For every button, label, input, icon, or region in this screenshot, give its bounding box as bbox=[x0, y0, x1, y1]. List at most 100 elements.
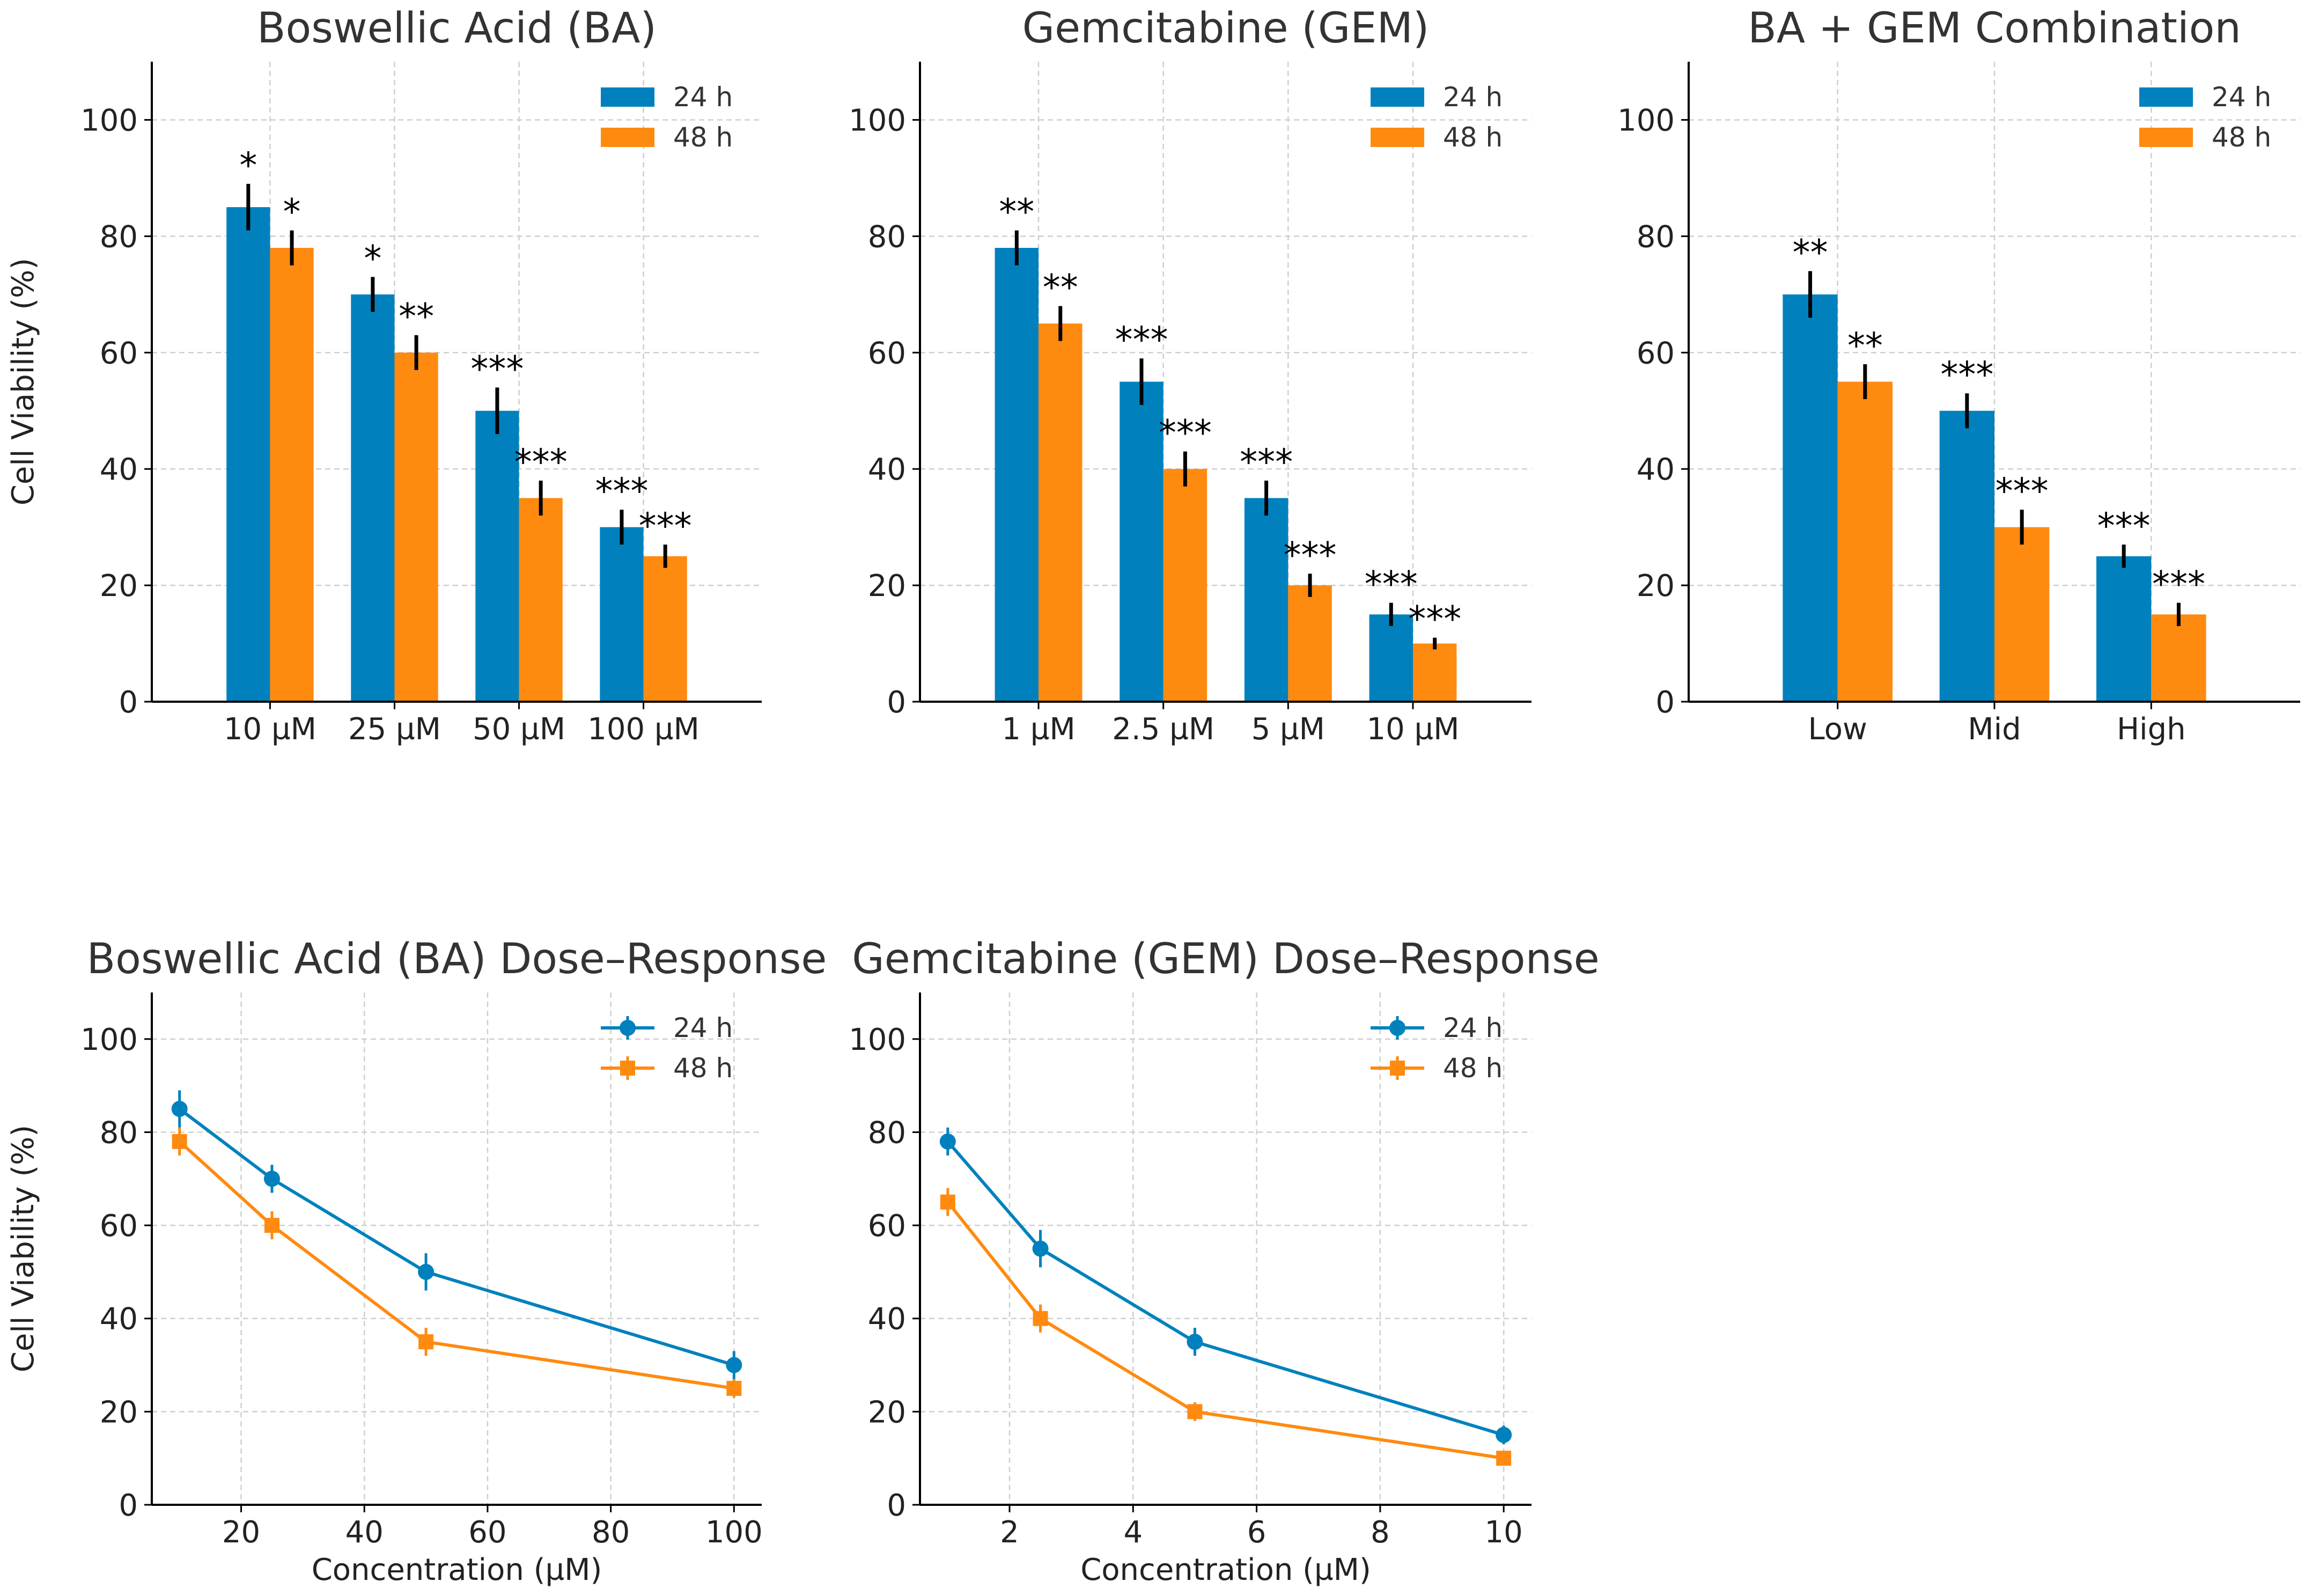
x-tick-label: 100 bbox=[705, 1515, 763, 1550]
x-tick-label: High bbox=[2117, 712, 2186, 747]
y-tick-label: 60 bbox=[1637, 336, 1675, 371]
bar bbox=[270, 248, 314, 702]
y-tick-label: 80 bbox=[868, 219, 906, 254]
y-tick-label: 80 bbox=[1637, 219, 1675, 254]
legend-swatch bbox=[2139, 87, 2193, 107]
significance-label: *** bbox=[1284, 534, 1337, 576]
significance-label: *** bbox=[514, 442, 568, 483]
significance-label: ** bbox=[399, 296, 434, 337]
bar bbox=[1939, 410, 1994, 702]
legend-label: 48 h bbox=[1443, 122, 1503, 153]
legend-swatch bbox=[1371, 128, 1424, 147]
y-tick-label: 40 bbox=[100, 452, 138, 487]
data-point-circle bbox=[1496, 1426, 1512, 1443]
y-tick-label: 40 bbox=[868, 1302, 906, 1337]
series-line-48h bbox=[178, 1140, 734, 1390]
legend-label: 24 h bbox=[673, 1012, 733, 1043]
chart-title: Gemcitabine (GEM) bbox=[1022, 4, 1430, 53]
y-tick-label: 60 bbox=[868, 336, 906, 371]
data-point-square bbox=[418, 1334, 434, 1350]
y-tick-label: 40 bbox=[868, 452, 906, 487]
x-tick-label: 8 bbox=[1371, 1515, 1390, 1550]
bar bbox=[226, 207, 270, 702]
x-tick-label: 50 µM bbox=[473, 712, 565, 747]
legend-label: 48 h bbox=[2212, 122, 2271, 153]
x-tick-label: Low bbox=[1808, 712, 1867, 747]
significance-label: *** bbox=[595, 470, 648, 512]
bar bbox=[1244, 498, 1288, 702]
bar bbox=[1120, 381, 1164, 702]
bar bbox=[1369, 614, 1413, 702]
y-tick-label: 80 bbox=[868, 1115, 906, 1150]
data-point-circle bbox=[418, 1263, 435, 1280]
data-point-circle bbox=[726, 1357, 742, 1373]
bar bbox=[1039, 323, 1083, 702]
data-point-square bbox=[940, 1194, 955, 1210]
chart-title: Gemcitabine (GEM) Dose–Response bbox=[852, 935, 1599, 983]
data-point-square bbox=[172, 1134, 187, 1149]
bar bbox=[394, 352, 438, 702]
bar bbox=[1783, 294, 1838, 702]
legend-marker-square bbox=[620, 1061, 635, 1076]
chart-title: Boswellic Acid (BA) bbox=[257, 4, 657, 53]
legend-swatch bbox=[601, 87, 654, 107]
y-tick-label: 60 bbox=[868, 1209, 906, 1244]
data-point-circle bbox=[1187, 1334, 1203, 1350]
data-point-square bbox=[726, 1380, 742, 1396]
y-tick-label: 0 bbox=[119, 685, 138, 720]
significance-label: *** bbox=[1940, 354, 1993, 395]
bar bbox=[643, 556, 687, 702]
chart-title: BA + GEM Combination bbox=[1748, 4, 2241, 53]
legend-label: 24 h bbox=[2212, 82, 2271, 113]
data-point-circle bbox=[939, 1133, 956, 1150]
legend-marker-square bbox=[1390, 1061, 1405, 1076]
legend-label: 48 h bbox=[673, 122, 733, 153]
significance-label: *** bbox=[2152, 564, 2205, 605]
bar bbox=[600, 527, 644, 702]
significance-label: *** bbox=[1996, 470, 2049, 512]
data-point-square bbox=[1496, 1451, 1512, 1466]
y-tick-label: 100 bbox=[80, 103, 138, 138]
data-point-square bbox=[1187, 1404, 1203, 1420]
x-tick-label: 40 bbox=[345, 1515, 384, 1550]
series-line-24h bbox=[178, 1107, 735, 1367]
significance-label: * bbox=[364, 238, 381, 279]
y-tick-label: 20 bbox=[868, 569, 906, 604]
y-tick-label: 0 bbox=[119, 1488, 138, 1523]
y-tick-label: 0 bbox=[887, 685, 906, 720]
bar bbox=[351, 294, 395, 702]
significance-label: *** bbox=[1240, 442, 1293, 483]
bar bbox=[995, 248, 1039, 702]
y-tick-label: 100 bbox=[849, 103, 906, 138]
series-line-48h bbox=[946, 1201, 1504, 1460]
bar bbox=[519, 498, 563, 702]
bar bbox=[475, 410, 519, 702]
y-axis-label: Cell Viability (%) bbox=[6, 258, 41, 505]
y-tick-label: 0 bbox=[1655, 685, 1675, 720]
x-tick-label: Mid bbox=[1968, 712, 2021, 747]
bar bbox=[2151, 614, 2206, 702]
significance-label: *** bbox=[1365, 564, 1418, 605]
y-tick-label: 20 bbox=[868, 1395, 906, 1430]
x-tick-label: 10 bbox=[1485, 1515, 1523, 1550]
significance-label: *** bbox=[470, 348, 524, 389]
legend-marker-circle bbox=[620, 1020, 636, 1036]
x-tick-label: 2.5 µM bbox=[1112, 712, 1214, 747]
y-tick-label: 60 bbox=[100, 336, 138, 371]
y-axis-label: Cell Viability (%) bbox=[6, 1125, 41, 1372]
legend-label: 24 h bbox=[1443, 82, 1503, 113]
x-tick-label: 10 µM bbox=[1366, 712, 1459, 747]
legend-swatch bbox=[2139, 128, 2193, 147]
x-tick-label: 5 µM bbox=[1251, 712, 1325, 747]
bar bbox=[1163, 469, 1207, 702]
y-tick-label: 100 bbox=[1617, 103, 1675, 138]
y-tick-label: 20 bbox=[100, 569, 138, 604]
x-tick-label: 20 bbox=[222, 1515, 260, 1550]
y-tick-label: 20 bbox=[100, 1395, 138, 1430]
significance-label: ** bbox=[1793, 232, 1828, 273]
significance-label: *** bbox=[1408, 599, 1461, 640]
significance-label: ** bbox=[1043, 267, 1078, 308]
bar bbox=[1288, 585, 1332, 702]
